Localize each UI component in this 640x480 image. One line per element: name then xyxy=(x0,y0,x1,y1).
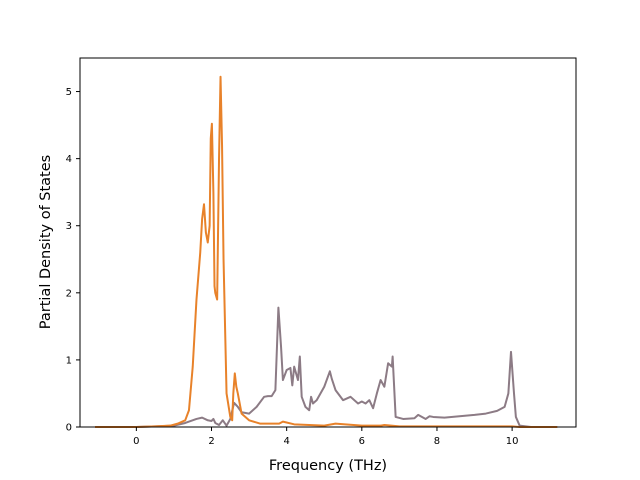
series-lines xyxy=(95,75,558,428)
series-line-1 xyxy=(95,306,558,428)
x-tick-label: 4 xyxy=(283,436,289,447)
plot-area xyxy=(80,58,576,427)
series-line-2 xyxy=(95,75,558,428)
x-tick-label: 2 xyxy=(208,436,214,447)
y-tick-label: 2 xyxy=(66,288,72,299)
y-tick-label: 1 xyxy=(66,355,72,366)
y-tick-label: 0 xyxy=(66,423,72,434)
x-tick-label: 10 xyxy=(506,436,519,447)
plot-frame xyxy=(79,57,577,428)
axis-ticks: 0 2 4 6 8 10 0 1 2 3 4 5 xyxy=(66,87,519,447)
x-axis-label: Frequency (THz) xyxy=(269,458,387,474)
y-tick-label: 3 xyxy=(66,221,72,232)
x-tick-label: 8 xyxy=(434,436,440,447)
y-tick-label: 4 xyxy=(66,154,72,165)
y-tick-label: 5 xyxy=(66,87,72,98)
x-tick-label: 0 xyxy=(133,436,139,447)
x-tick-label: 6 xyxy=(359,436,365,447)
y-axis-label: Partial Density of States xyxy=(38,155,54,329)
